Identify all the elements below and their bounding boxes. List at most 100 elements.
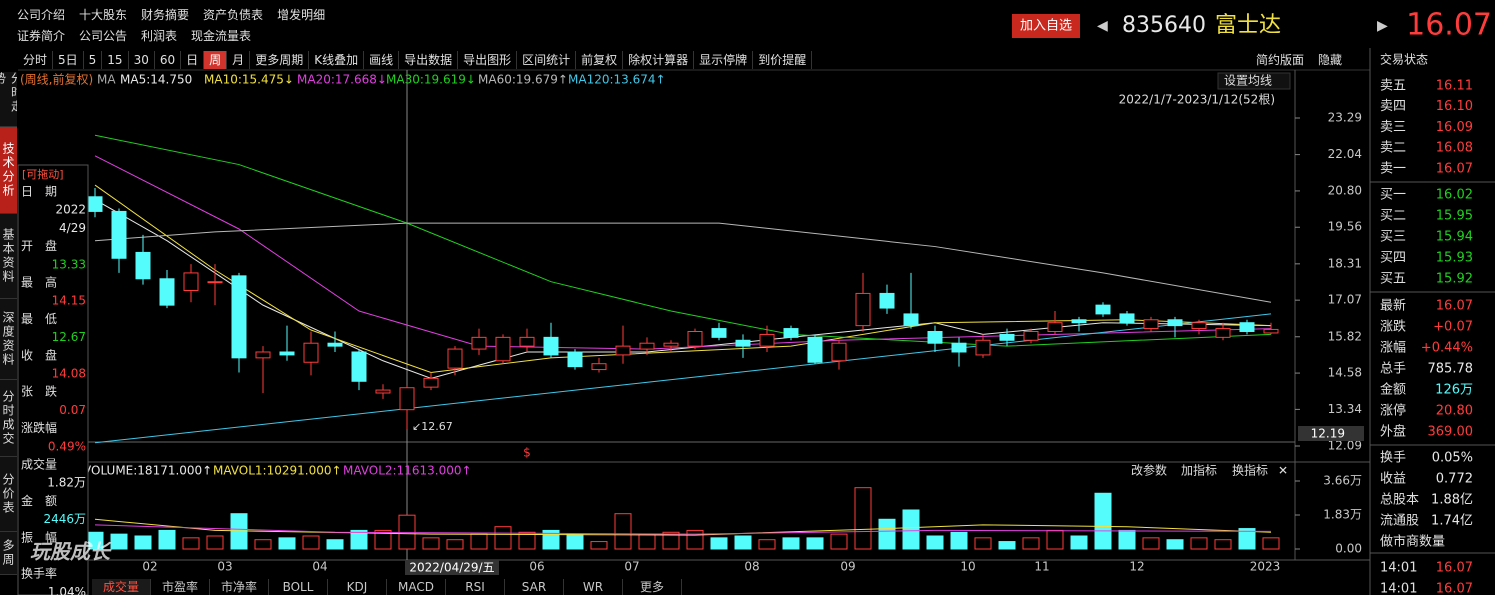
volume-bar [806,537,824,550]
menu-item[interactable]: 资产负债表 [203,8,264,22]
menu-item[interactable]: 十大股东 [79,8,128,22]
quote-label: 买一 [1380,188,1406,203]
pane-button[interactable]: 换指标 [1232,463,1268,478]
toolbar-item[interactable]: 5 [84,51,103,69]
quote-value: 16.09 [1436,120,1473,135]
y-tick-label: 19.56 [1328,220,1362,234]
toolbar-item[interactable]: 月 [227,51,251,69]
stock-price: 16.07 [1406,8,1492,43]
indicator-tab[interactable]: MACD [387,579,446,595]
menu-item[interactable]: 增发明细 [277,8,326,22]
toolbar-item[interactable]: K线叠加 [309,51,365,69]
volume-bar [830,533,848,550]
y-tick-label: 12.09 [1328,439,1362,453]
indicator-tab[interactable]: KDJ [328,579,387,595]
side-tab[interactable]: 分价表 [0,457,17,532]
menu-item[interactable]: 证券简介 [17,29,66,43]
menu-item[interactable]: 公司介绍 [17,8,66,22]
toolbar-item[interactable]: 区间统计 [517,51,577,69]
candle-body [591,363,607,371]
indicator-tab[interactable]: 更多 [623,579,682,595]
toolbar-item[interactable]: 60 [155,51,182,69]
candle-body [423,377,439,388]
candle-body [279,351,295,356]
side-tab[interactable]: 深度资料 [0,299,17,380]
menu-item[interactable]: 公司公告 [79,29,128,43]
settings-button[interactable]: 设置均线 [1224,74,1272,88]
indicator-tab[interactable]: 市盈率 [151,579,210,595]
quote-value: 16.07 [1436,299,1473,314]
toolbar-item[interactable]: 15 [102,51,129,69]
side-tab[interactable]: 基本资料 [0,214,17,299]
indicator-label: MAVOL2:11613.000↑ [343,464,472,478]
toolbar-item[interactable]: 周 [204,51,228,69]
candle-body [975,339,991,356]
side-tab[interactable]: 多周 [0,532,17,575]
toolbar-item[interactable]: 到价提醒 [753,51,813,69]
candle-body [951,342,967,353]
toolbar-item[interactable]: 画线 [364,51,400,69]
menu-item[interactable]: 现金流量表 [191,29,252,43]
candle-body [231,275,247,359]
ma-line [94,222,1272,303]
indicator-tab[interactable]: 成交量 [92,579,151,595]
toolbar-item[interactable]: 显示停牌 [694,51,754,69]
pane-button[interactable]: ✕ [1278,464,1288,478]
quote-value: 1.74亿 [1431,514,1473,529]
indicator-tab[interactable]: RSI [446,579,505,595]
pane-button[interactable]: 改参数 [1131,463,1167,478]
candle-body [1119,313,1135,324]
candle-body [687,330,703,347]
side-tab[interactable]: 分时走势 [0,72,17,127]
toolbar-item[interactable]: 前复权 [576,51,624,69]
toolbar-item[interactable]: 30 [129,51,155,69]
toolbar-item[interactable]: 隐藏 [1318,53,1343,67]
pane-button[interactable]: 加指标 [1181,463,1217,478]
quote-value: 16.07 [1436,161,1473,176]
quote-label: 最新 [1380,298,1406,314]
add-button[interactable]: 加入自选 [1020,19,1072,34]
indicator-tab[interactable]: 市净率 [210,579,269,595]
quote-label: 14:01 [1380,582,1417,595]
info-value: 2446万 [43,512,86,526]
indicator-tab[interactable]: BOLL [269,579,328,595]
candle-body [327,342,343,347]
candle-body [471,336,487,350]
toolbar-item[interactable]: 5日 [53,51,84,69]
quote-value: 1.88亿 [1431,493,1473,508]
candle-body [759,333,775,347]
low-annotation: ↙12.67 [412,420,453,433]
toolbar-item[interactable]: 简约版面 [1256,53,1305,67]
quote-label: 收益 [1380,472,1406,487]
chart-layer: (周线,前复权) MA MA5:14.750 MA10:15.475↓ MA20:17.… [17,52,1495,595]
toolbar-item[interactable]: 分时 [18,51,54,69]
volume-bar [422,537,440,550]
candle-body [111,210,127,259]
toolbar-item[interactable]: 更多周期 [250,51,310,69]
toolbar-item[interactable]: 日 [181,51,205,69]
candle-body [543,336,559,356]
cursor-date: 2022/04/29/五 [409,561,494,575]
volume-bar [206,535,224,550]
toolbar-item[interactable]: 导出图形 [458,51,518,69]
toolbar-item[interactable]: 导出数据 [399,51,459,69]
menu-item[interactable]: 利润表 [141,29,178,43]
candle-body [639,342,655,350]
volume-bar [1118,529,1136,550]
candle-body [567,351,583,368]
y-tick-label: 15.82 [1328,329,1362,343]
side-tab[interactable]: 分时成交 [0,380,17,457]
indicator-tab[interactable]: WR [564,579,623,595]
ma-label: MA60:19.679↑ [478,73,568,87]
volume-bar [1046,529,1064,550]
menu-item[interactable]: 财务摘要 [141,8,190,22]
info-label: 最 低 [21,312,57,326]
volume-bar [686,529,704,550]
candle-body [663,342,679,347]
side-tab[interactable]: 技术分析 [0,127,17,214]
info-value: 2022 [55,203,86,217]
indicator-tab[interactable]: SAR [505,579,564,595]
toolbar-item[interactable]: 除权计算器 [623,51,695,69]
quote-label: 总股本 [1380,493,1419,508]
chart-subtitle: (周线,前复权) [20,72,93,87]
